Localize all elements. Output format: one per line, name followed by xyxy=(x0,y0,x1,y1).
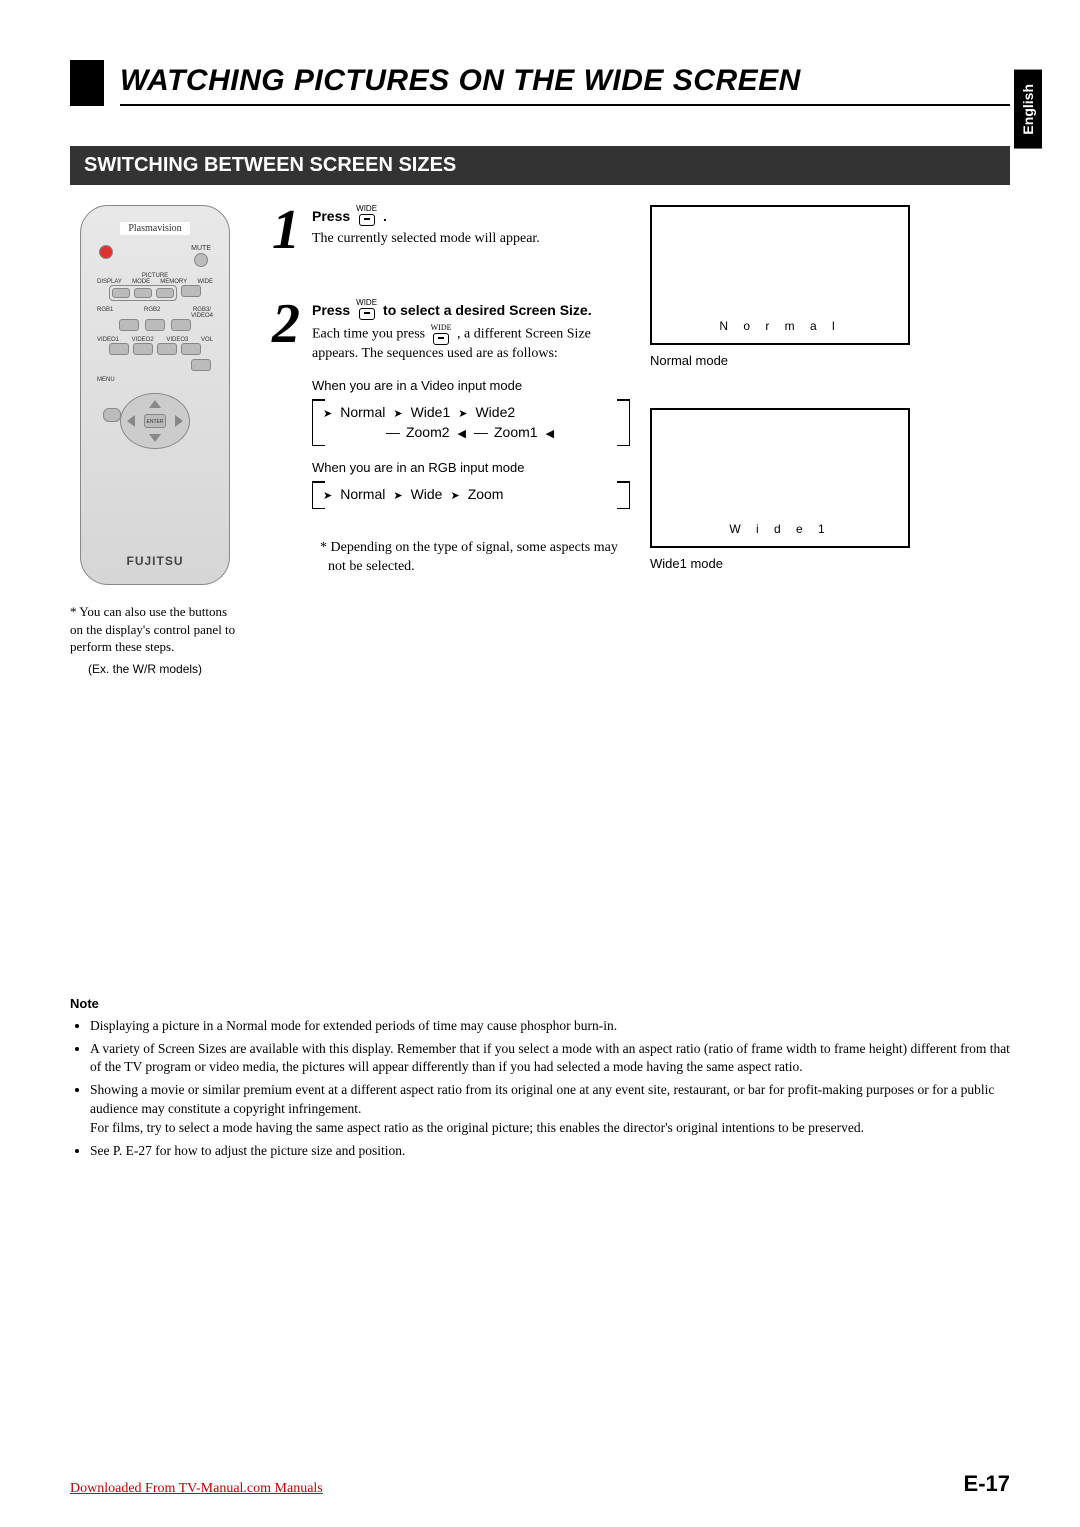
step1-desc: The currently selected mode will appear. xyxy=(312,230,630,249)
language-tab: English xyxy=(1014,70,1042,149)
power-button xyxy=(99,245,113,259)
download-link[interactable]: Downloaded From TV-Manual.com Manuals xyxy=(70,1481,323,1497)
nav-pad: ENTER xyxy=(120,393,190,449)
steps-column: 1 Press WIDE . The currently selected mo… xyxy=(260,205,630,621)
step-number: 1 xyxy=(260,205,300,255)
rgb1-button xyxy=(119,319,139,331)
page-title: WATCHING PICTURES ON THE WIDE SCREEN xyxy=(120,60,1010,106)
title-block xyxy=(70,60,104,106)
remote-footnote: * You can also use the buttons on the di… xyxy=(70,603,240,656)
note-list: Displaying a picture in a Normal mode fo… xyxy=(70,1017,1010,1161)
enter-button: ENTER xyxy=(144,414,166,428)
remote-brand-small: Plasmavision xyxy=(120,222,189,235)
picture-button-group xyxy=(109,285,177,301)
remote-illustration: Plasmavision MUTE PICTURE DISPLAY MODE xyxy=(80,205,230,585)
seq-item: Zoom1 xyxy=(494,423,538,443)
memory-button xyxy=(156,288,174,298)
remote-brand-large: FUJITSU xyxy=(126,554,183,568)
menu-label: MENU xyxy=(97,377,115,383)
note-heading: Note xyxy=(70,996,1010,1011)
screen-text: W i d e 1 xyxy=(729,522,830,536)
vol-label: VOL xyxy=(201,337,213,343)
wide-button-icon-label: WIDE xyxy=(356,299,377,307)
screen-label: Wide1 mode xyxy=(650,556,1010,571)
video1-button xyxy=(109,343,129,355)
remote-footnote-example: (Ex. the W/R models) xyxy=(70,662,240,676)
wide-button-icon: WIDE xyxy=(356,205,377,226)
video3-button xyxy=(157,343,177,355)
nav-down-icon xyxy=(149,434,161,442)
remote-column: Plasmavision MUTE PICTURE DISPLAY MODE xyxy=(70,205,240,676)
step1-title-post: . xyxy=(383,208,387,224)
video2-button xyxy=(133,343,153,355)
dependency-note: * Depending on the type of signal, some … xyxy=(320,539,630,577)
nav-left-icon xyxy=(127,415,135,427)
section-heading: SWITCHING BETWEEN SCREEN SIZES xyxy=(70,146,1010,185)
seq-item: Wide xyxy=(411,485,443,505)
display-button xyxy=(112,288,130,298)
step-number: 2 xyxy=(260,299,300,576)
rgb3-label: RGB3/ VIDEO4 xyxy=(191,307,213,319)
wide-button-remote xyxy=(181,285,201,297)
seq-item: Normal xyxy=(340,403,385,423)
mute-label: MUTE xyxy=(191,245,211,252)
page-number: E-17 xyxy=(964,1471,1010,1497)
rgb-sequence-box: Normal Wide Zoom xyxy=(312,481,630,509)
note-block: Note Displaying a picture in a Normal mo… xyxy=(70,996,1010,1161)
video-sequence-box: Normal Wide1 Wide2 — Zoom2 — Zoom1 xyxy=(312,399,630,446)
wide-button-icon: WIDE xyxy=(431,324,452,345)
wide-button-icon-label: WIDE xyxy=(356,205,377,213)
seq-item: Wide1 xyxy=(411,403,451,423)
rgb1-label: RGB1 xyxy=(97,307,113,319)
rgb2-button xyxy=(145,319,165,331)
seq-item: Wide2 xyxy=(475,403,515,423)
vol-up-button xyxy=(181,343,201,355)
seq-item: Zoom2 xyxy=(406,423,450,443)
step-2: 2 Press WIDE to select a desired Screen … xyxy=(260,299,630,576)
screen-preview-wide1: W i d e 1 xyxy=(650,408,910,548)
seq-item: Zoom xyxy=(468,485,504,505)
rgb3-button xyxy=(171,319,191,331)
step2-desc-pre: Each time you press xyxy=(312,327,425,342)
screen-text: N o r m a l xyxy=(719,319,840,333)
seq-item: Normal xyxy=(340,485,385,505)
screen-label: Normal mode xyxy=(650,353,1010,368)
video-mode-caption: When you are in a Video input mode xyxy=(312,378,630,393)
step2-title-mid: to select a desired Screen Size. xyxy=(383,302,592,318)
nav-up-icon xyxy=(149,400,161,408)
screen-preview-normal: N o r m a l xyxy=(650,205,910,345)
title-bar: WATCHING PICTURES ON THE WIDE SCREEN xyxy=(70,60,1010,106)
vol-down-button xyxy=(191,359,211,371)
wide-button-icon: WIDE xyxy=(356,299,377,320)
mute-button xyxy=(194,253,208,267)
step-1: 1 Press WIDE . The currently selected mo… xyxy=(260,205,630,255)
rgb-mode-caption: When you are in an RGB input mode xyxy=(312,460,630,475)
note-item: Displaying a picture in a Normal mode fo… xyxy=(90,1017,1010,1036)
note-item: A variety of Screen Sizes are available … xyxy=(90,1040,1010,1078)
note-item: See P. E-27 for how to adjust the pictur… xyxy=(90,1142,1010,1161)
rgb2-label: RGB2 xyxy=(144,307,160,319)
mode-button xyxy=(134,288,152,298)
nav-right-icon xyxy=(175,415,183,427)
wide-button-icon-label: WIDE xyxy=(431,324,452,332)
step1-title-pre: Press xyxy=(312,208,350,224)
note-item: Showing a movie or similar premium event… xyxy=(90,1081,1010,1138)
step2-title-pre: Press xyxy=(312,302,350,318)
screens-column: N o r m a l Normal mode W i d e 1 Wide1 … xyxy=(650,205,1010,611)
